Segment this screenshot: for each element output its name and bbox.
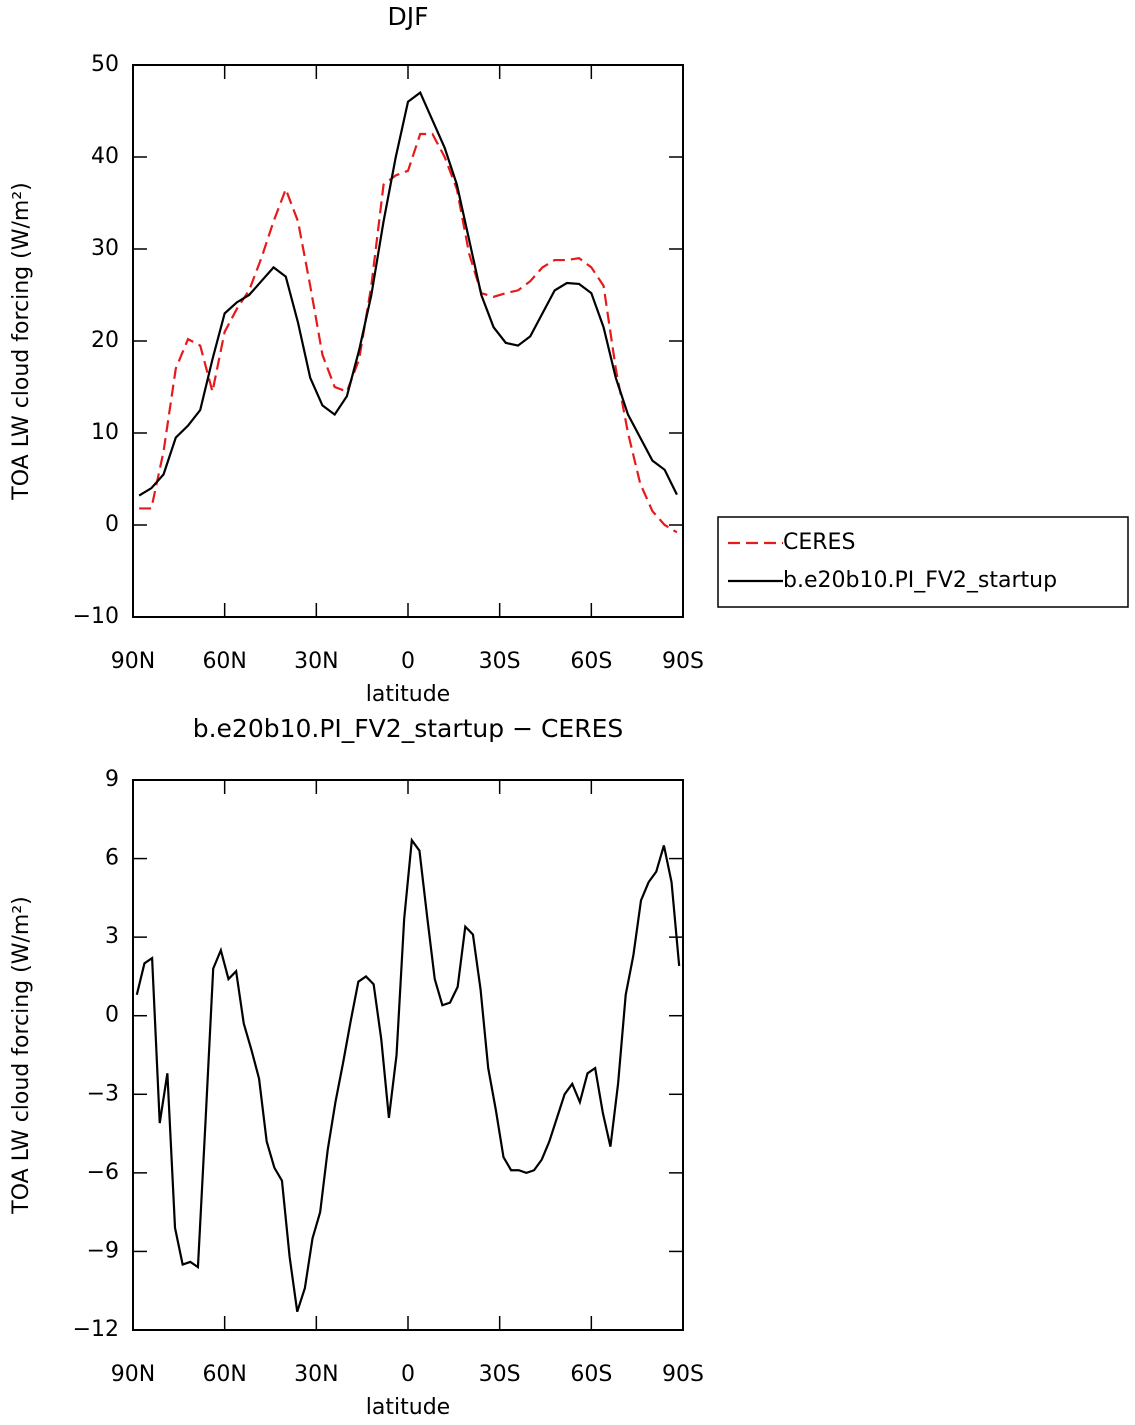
y-tick-label: −10 [73, 604, 119, 629]
x-tick-label: 90S [662, 649, 704, 674]
y-tick-label: 40 [91, 144, 119, 169]
y-axis-label: TOA LW cloud forcing (W/m²) [9, 896, 34, 1214]
plot-frame [132, 64, 684, 618]
y-tick-label: −6 [87, 1160, 119, 1185]
chart-title: DJF [387, 2, 428, 31]
data-line [135, 837, 681, 1313]
y-tick-label: 6 [105, 846, 119, 871]
y-axis-label: TOA LW cloud forcing (W/m²) [9, 182, 34, 500]
legend-label: CERES [783, 530, 855, 555]
y-tick-label: 0 [105, 512, 119, 537]
x-tick-label: 60N [202, 1362, 246, 1387]
x-tick-label: 90N [111, 1362, 155, 1387]
x-tick-label: 30N [294, 1362, 338, 1387]
y-tick-label: −3 [87, 1081, 119, 1106]
y-tick-label: 50 [91, 52, 119, 77]
x-tick-label: 30N [294, 649, 338, 674]
plot-frame [132, 779, 684, 1331]
x-tick-label: 90S [662, 1362, 704, 1387]
x-axis-label: latitude [366, 1395, 450, 1420]
legend-label: b.e20b10.PI_FV2_startup [783, 568, 1057, 593]
y-tick-label: 10 [91, 420, 119, 445]
y-tick-label: −9 [87, 1238, 119, 1263]
data-line [139, 132, 678, 534]
y-tick-label: 0 [105, 1003, 119, 1028]
chart-title: b.e20b10.PI_FV2_startup − CERES [193, 714, 624, 743]
x-tick-label: 30S [479, 1362, 521, 1387]
data-line [138, 90, 678, 497]
x-tick-label: 60S [570, 1362, 612, 1387]
x-tick-label: 90N [111, 649, 155, 674]
y-tick-label: 20 [91, 328, 119, 353]
x-tick-label: 60S [570, 649, 612, 674]
y-tick-label: 30 [91, 236, 119, 261]
y-tick-label: 3 [105, 924, 119, 949]
y-tick-label: 9 [105, 767, 119, 792]
x-tick-label: 0 [401, 1362, 415, 1387]
x-tick-label: 30S [479, 649, 521, 674]
legend-box [717, 516, 1129, 608]
y-tick-label: −12 [73, 1317, 119, 1342]
x-tick-label: 60N [202, 649, 246, 674]
x-axis-label: latitude [366, 682, 450, 707]
x-tick-label: 0 [401, 649, 415, 674]
